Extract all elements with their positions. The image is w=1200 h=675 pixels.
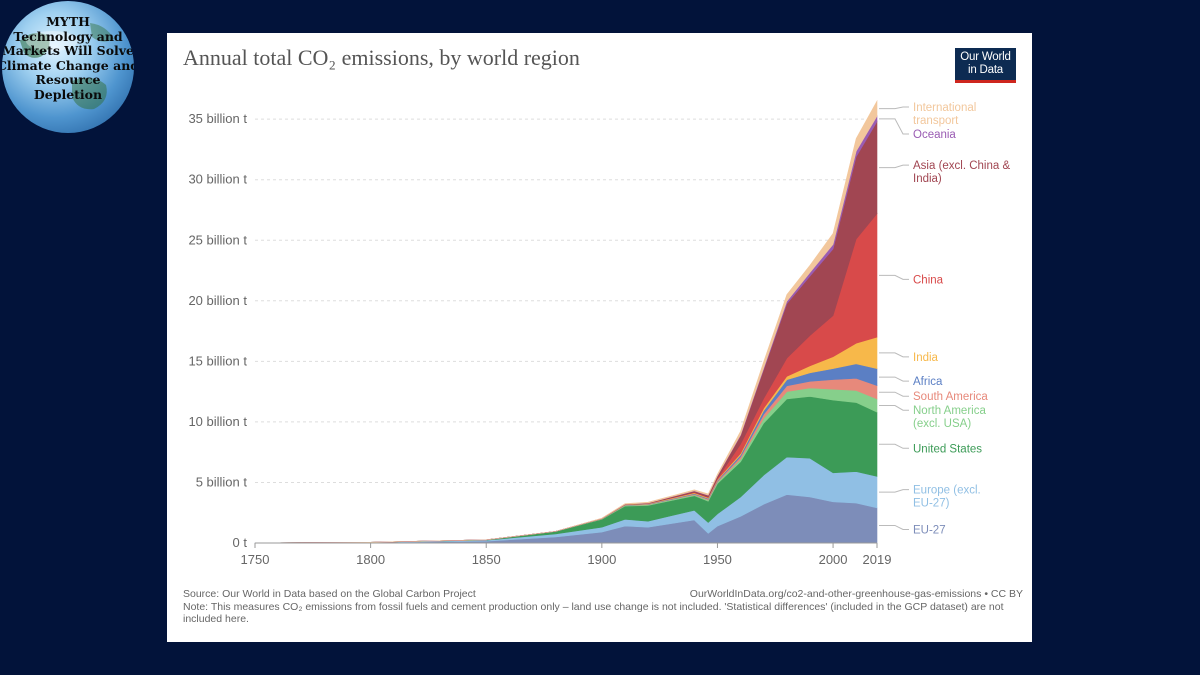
chart-title: Annual total CO₂ emissions, by world reg… bbox=[183, 45, 580, 70]
x-tick-label: 1750 bbox=[241, 552, 270, 567]
area-international-transport bbox=[254, 99, 878, 544]
legend-connector bbox=[879, 391, 909, 397]
badge-line: Technology and bbox=[13, 28, 123, 44]
legend-connector bbox=[879, 524, 909, 530]
myth-badge: MYTH Technology and Markets Will Solve Clim… bbox=[2, 1, 134, 133]
co2-area-chart: 0 t 5 billion t 10 billion t 15 billion t 20… bbox=[188, 99, 1010, 567]
legend-label: (excl. USA) bbox=[913, 418, 971, 430]
y-tick-label: 0 t bbox=[233, 535, 248, 550]
x-tick-label: 1900 bbox=[587, 552, 616, 567]
x-tick-label: 2019 bbox=[863, 552, 892, 567]
legend-label: Europe (excl. bbox=[913, 485, 981, 497]
chart-footer: Source: Our World in Data based on the G… bbox=[183, 588, 1023, 626]
y-tick-label: 5 billion t bbox=[196, 474, 248, 489]
legend-label: China bbox=[913, 274, 944, 286]
legend-label: International bbox=[913, 102, 976, 114]
legend-label: Asia (excl. China & bbox=[913, 160, 1010, 172]
badge-line: Markets Will Solve bbox=[2, 43, 134, 59]
badge-text: MYTH Technology and Markets Will Solve Clim… bbox=[2, 14, 134, 103]
legend-connector bbox=[879, 106, 909, 110]
owid-logo[interactable]: Our World in Data bbox=[955, 48, 1016, 83]
owid-logo-line1: Our World bbox=[960, 51, 1011, 63]
legend-connector bbox=[879, 489, 909, 493]
legend-label: South America bbox=[913, 391, 988, 403]
y-tick-label: 30 billion t bbox=[188, 172, 247, 187]
x-tick-label: 2000 bbox=[819, 552, 848, 567]
legend-label: EU-27) bbox=[913, 498, 950, 510]
note-text: Note: This measures CO₂ emissions from f… bbox=[183, 600, 1004, 626]
legend-connector bbox=[879, 352, 909, 358]
legend-label: India bbox=[913, 352, 939, 364]
legend-label: India) bbox=[913, 173, 942, 185]
legend-connector bbox=[879, 443, 909, 449]
owid-logo-line2: in Data bbox=[967, 64, 1004, 76]
y-tick-label: 25 billion t bbox=[188, 232, 247, 247]
globe-icon bbox=[20, 23, 114, 110]
badge-line: Resource bbox=[35, 72, 101, 88]
badge-line: MYTH bbox=[46, 14, 90, 29]
x-tick-label: 1800 bbox=[356, 552, 385, 567]
y-tick-label: 20 billion t bbox=[188, 293, 247, 308]
x-tick-label: 1850 bbox=[472, 552, 501, 567]
legend-label: Oceania bbox=[913, 129, 956, 141]
legend-connector bbox=[879, 118, 909, 135]
badge-line: Depletion bbox=[33, 86, 103, 102]
legend-label: Africa bbox=[913, 376, 943, 388]
legend-label: North America bbox=[913, 405, 986, 417]
y-tick-label: 15 billion t bbox=[188, 353, 247, 368]
x-tick-label: 1950 bbox=[703, 552, 732, 567]
badge-line: Climate Change and bbox=[2, 57, 134, 73]
legend-connector bbox=[879, 376, 909, 382]
legend-connector bbox=[879, 164, 909, 169]
source-text: Source: Our World in Data based on the G… bbox=[183, 588, 476, 600]
source-url-link[interactable]: OurWorldInData.org/co2-and-other-greenho… bbox=[689, 588, 1023, 600]
legend-connector bbox=[879, 274, 909, 280]
chart-card: 0 t 5 billion t 10 billion t 15 billion t 20… bbox=[167, 33, 1032, 642]
legend-connector bbox=[879, 405, 909, 411]
legend-label: EU-27 bbox=[913, 524, 946, 536]
y-tick-label: 35 billion t bbox=[188, 111, 247, 126]
legend-label: transport bbox=[913, 115, 959, 127]
y-tick-label: 10 billion t bbox=[188, 414, 247, 429]
legend-label: United States bbox=[913, 443, 982, 455]
